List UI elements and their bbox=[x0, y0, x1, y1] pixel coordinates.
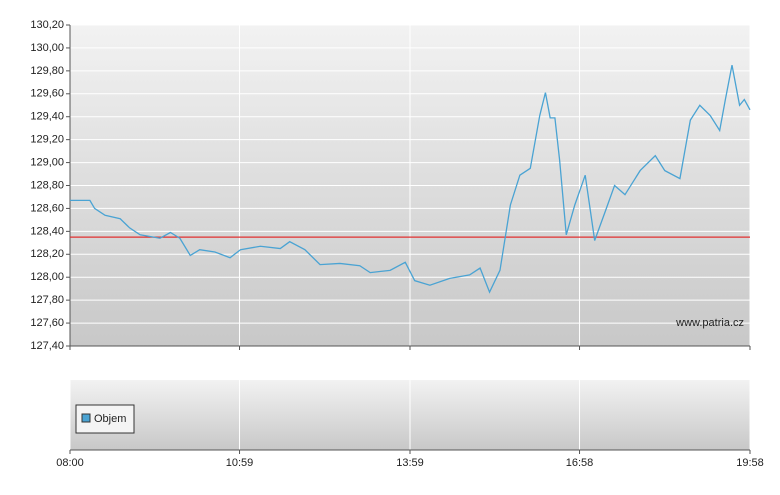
y-tick-label: 129,20 bbox=[30, 134, 64, 146]
y-tick-label: 130,00 bbox=[30, 42, 64, 54]
legend-label: Objem bbox=[94, 413, 126, 425]
y-tick-label: 128,60 bbox=[30, 202, 64, 214]
legend: Objem bbox=[75, 404, 135, 434]
legend-swatch bbox=[81, 413, 91, 423]
y-tick-label: 127,40 bbox=[30, 340, 64, 352]
price-line bbox=[70, 65, 751, 294]
x-tick-label: 19:58 bbox=[736, 457, 764, 469]
watermark: www.patria.cz bbox=[675, 317, 744, 329]
y-tick-label: 129,60 bbox=[30, 88, 64, 100]
y-tick-label: 129,00 bbox=[30, 156, 64, 168]
y-tick-label: 130,20 bbox=[30, 19, 64, 31]
y-tick-label: 127,80 bbox=[30, 294, 64, 306]
y-tick-label: 127,60 bbox=[30, 317, 64, 329]
y-tick-label: 128,20 bbox=[30, 248, 64, 260]
y-tick-label: 128,80 bbox=[30, 179, 64, 191]
y-tick-label: 129,80 bbox=[30, 65, 64, 77]
x-tick-label: 08:00 bbox=[56, 457, 84, 469]
y-tick-label: 129,40 bbox=[30, 111, 64, 123]
x-tick-label: 13:59 bbox=[396, 457, 424, 469]
y-tick-label: 128,00 bbox=[30, 271, 64, 283]
x-tick-label: 16:58 bbox=[566, 457, 594, 469]
y-tick-label: 128,40 bbox=[30, 225, 64, 237]
x-tick-label: 10:59 bbox=[226, 457, 254, 469]
